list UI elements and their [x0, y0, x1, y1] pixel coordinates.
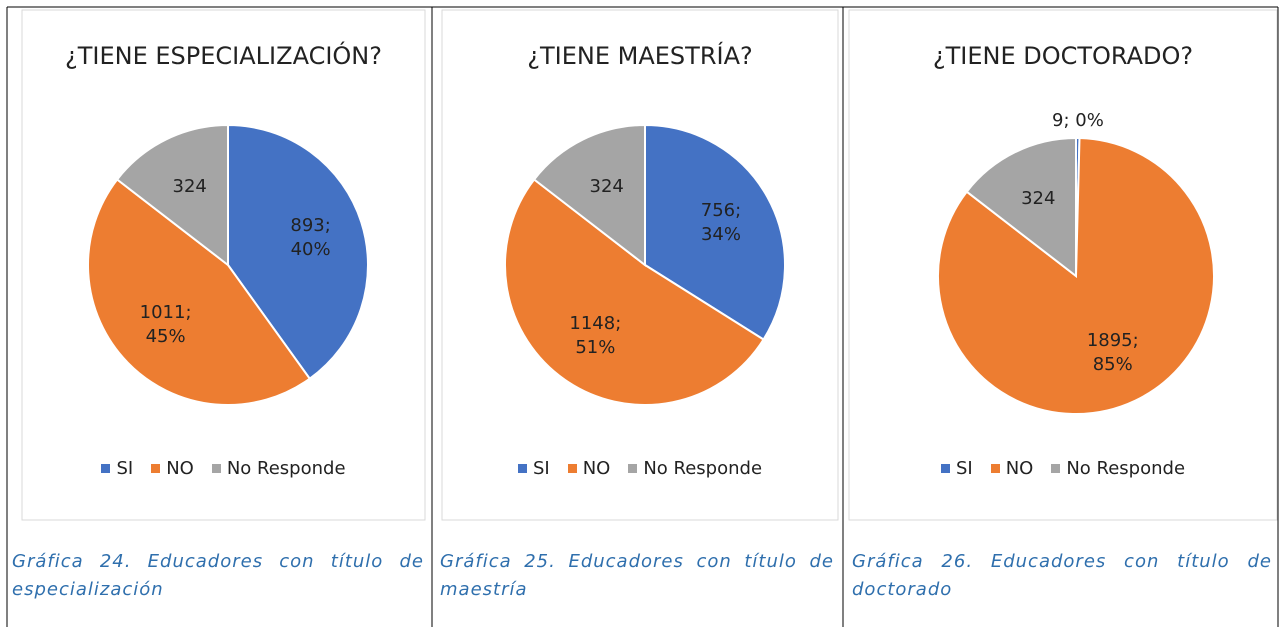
legend-swatch [628, 464, 638, 473]
data-label: 1148; 51% [569, 313, 622, 359]
legend-swatch [517, 464, 527, 473]
data-label: 324 [589, 176, 624, 198]
legend-label: SI [116, 458, 134, 479]
legend-label: SI [955, 458, 973, 479]
legend-item: NO [151, 458, 194, 479]
legend-swatch [990, 464, 1000, 473]
data-label: 1895; 85% [1086, 330, 1139, 376]
legend-swatch [101, 464, 111, 473]
legend-label: NO [166, 458, 194, 479]
chart-frame [848, 9, 1278, 521]
legend-label: No Responde [226, 458, 346, 479]
legend-item: NO [567, 458, 611, 479]
legend-item: NO [990, 458, 1034, 479]
pie-slice [504, 178, 765, 406]
legend-label: NO [1005, 458, 1034, 479]
legend-swatch [567, 464, 577, 473]
legend-swatch [211, 464, 221, 473]
legend-label: No Responde [1066, 458, 1186, 479]
data-label: 9; 0% [1052, 110, 1104, 132]
legend-swatch [151, 464, 161, 473]
chart-title: ¿TIENE DOCTORADO? [932, 42, 1194, 70]
caption: Gráfica 24. Educadores con título de esp… [12, 551, 424, 600]
legend-label: No Responde [643, 458, 763, 479]
legend-label: SI [532, 458, 550, 479]
pie-slice [965, 136, 1077, 279]
legend-item: No Responde [1051, 458, 1185, 479]
legend-item: No Responde [211, 458, 346, 479]
pie-slice [227, 123, 369, 381]
chart-frame [21, 9, 426, 521]
legend-swatch [940, 464, 950, 473]
pie-slice [532, 123, 646, 268]
data-label: 893; 40% [290, 215, 331, 261]
legend-item: SI [517, 458, 550, 479]
pie-slice [87, 178, 312, 406]
chart-title: ¿TIENE ESPECIALIZACIÓN? [65, 42, 382, 70]
data-label: 324 [172, 176, 207, 198]
legend: SI NO No Responde [442, 458, 838, 479]
legend-item: SI [940, 458, 973, 479]
legend-label: NO [582, 458, 611, 479]
data-label: 1011; 45% [139, 302, 192, 348]
data-label: 324 [1021, 188, 1056, 210]
legend: SI NO No Responde [849, 458, 1277, 479]
pie-slice [115, 123, 229, 268]
legend-item: No Responde [628, 458, 762, 479]
data-label: 756; 34% [700, 200, 742, 246]
legend: SI NO No Responde [22, 458, 425, 479]
caption: Gráfica 26. Educadores con título de doc… [852, 551, 1272, 600]
chart-title: ¿TIENE MAESTRÍA? [527, 42, 753, 70]
legend-swatch [1051, 464, 1061, 473]
chart-frame [441, 9, 839, 521]
caption: Gráfica 25. Educadores con título de mae… [440, 551, 834, 600]
legend-item: SI [101, 458, 133, 479]
